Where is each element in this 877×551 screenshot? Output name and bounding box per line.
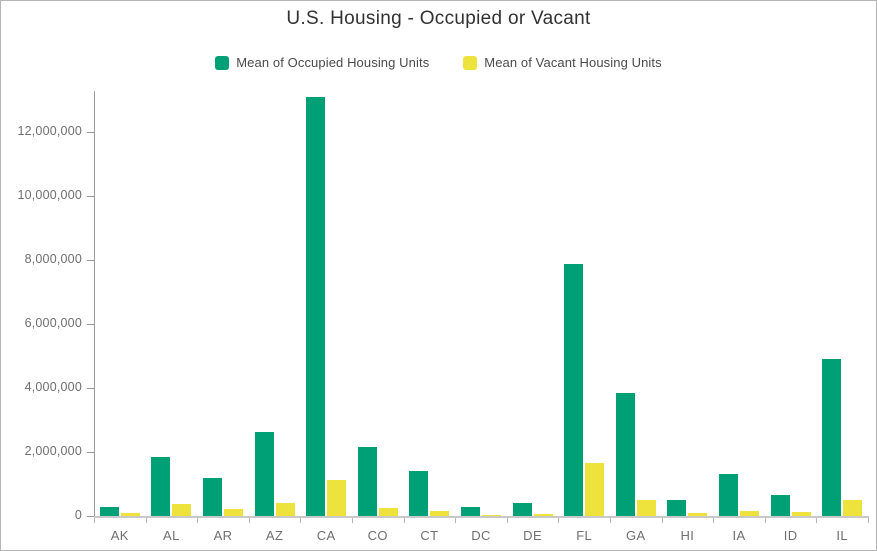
x-label-DC: DC — [471, 528, 491, 543]
y-axis-label: 6,000,000 — [24, 316, 82, 330]
x-label-CA: CA — [316, 528, 336, 543]
x-label-CT: CT — [420, 528, 439, 543]
x-label-IA: IA — [732, 528, 746, 543]
y-axis-label: 8,000,000 — [24, 252, 82, 266]
bar-vacant-CA[interactable] — [327, 479, 347, 516]
y-tick — [87, 196, 94, 197]
y-axis-line — [94, 91, 95, 518]
x-tick — [713, 518, 715, 523]
y-tick — [87, 516, 94, 517]
bar-occupied-GA[interactable] — [615, 393, 635, 516]
x-tick — [300, 518, 302, 523]
x-tick — [197, 518, 199, 523]
x-label-CO: CO — [367, 528, 388, 543]
occupied-series-swatch — [215, 55, 230, 70]
bar-vacant-DE[interactable] — [533, 514, 553, 516]
bar-vacant-AR[interactable] — [224, 509, 243, 516]
bar-occupied-CO[interactable] — [357, 446, 377, 516]
x-label-IL: IL — [836, 528, 849, 543]
x-label-DE: DE — [523, 528, 543, 543]
bar-occupied-ID[interactable] — [770, 494, 790, 516]
x-axis-line — [94, 516, 869, 518]
legend-item-vacant[interactable]: Mean of Vacant Housing Units — [463, 55, 662, 70]
legend-label-occupied: Mean of Occupied Housing Units — [236, 55, 430, 70]
x-tick — [868, 518, 869, 523]
y-axis-label: 12,000,000 — [17, 124, 82, 138]
bar-vacant-ID[interactable] — [791, 512, 811, 516]
bar-vacant-CT[interactable] — [430, 511, 450, 516]
bar-vacant-IL[interactable] — [843, 500, 863, 516]
x-tick — [94, 518, 95, 523]
x-label-AK: AK — [110, 528, 129, 543]
x-label-FL: FL — [576, 528, 593, 543]
bar-vacant-AL[interactable] — [172, 503, 192, 516]
x-tick — [248, 518, 250, 523]
bar-occupied-IA[interactable] — [719, 474, 738, 516]
chart-title: U.S. Housing - Occupied or Vacant — [286, 8, 591, 29]
x-tick — [610, 518, 611, 523]
bar-vacant-AK[interactable] — [120, 513, 140, 516]
x-tick — [506, 518, 508, 523]
y-axis-label: 0 — [74, 508, 82, 522]
y-axis-label: 10,000,000 — [17, 188, 82, 202]
bar-occupied-AL[interactable] — [151, 456, 171, 516]
bar-occupied-CA[interactable] — [306, 97, 326, 516]
bar-occupied-HI[interactable] — [667, 500, 687, 516]
bar-vacant-HI[interactable] — [688, 513, 708, 516]
x-tick — [764, 518, 766, 523]
y-tick — [87, 260, 94, 261]
bar-vacant-AZ[interactable] — [275, 502, 295, 516]
bar-occupied-DE[interactable] — [512, 503, 532, 516]
bar-occupied-FL[interactable] — [564, 263, 584, 516]
x-tick — [352, 518, 353, 523]
vacant-series-swatch — [463, 55, 478, 70]
bar-occupied-AK[interactable] — [99, 507, 119, 516]
x-label-HI: HI — [680, 528, 695, 543]
y-tick — [87, 452, 94, 453]
bar-occupied-AR[interactable] — [203, 477, 222, 516]
y-tick — [87, 132, 94, 133]
bar-occupied-AZ[interactable] — [254, 431, 274, 516]
bar-occupied-IL[interactable] — [822, 358, 842, 516]
x-tick — [661, 518, 663, 523]
y-axis-label: 4,000,000 — [24, 380, 82, 394]
x-tick — [558, 518, 560, 523]
x-label-AR: AR — [213, 528, 233, 543]
bar-occupied-DC[interactable] — [461, 506, 480, 516]
legend-item-occupied[interactable]: Mean of Occupied Housing Units — [215, 55, 429, 70]
x-tick — [816, 518, 818, 523]
x-tick — [403, 518, 405, 523]
x-label-ID: ID — [783, 528, 798, 543]
y-axis-label: 2,000,000 — [24, 444, 82, 458]
x-label-AZ: AZ — [265, 528, 284, 543]
bar-vacant-IA[interactable] — [740, 510, 759, 516]
legend: Mean of Occupied Housing Units Mean of V… — [1, 55, 876, 70]
x-tick — [145, 518, 147, 523]
bar-vacant-FL[interactable] — [585, 462, 605, 516]
x-label-GA: GA — [626, 528, 646, 543]
x-tick — [455, 518, 457, 523]
y-tick — [87, 388, 94, 389]
bar-vacant-GA[interactable] — [636, 500, 656, 516]
bar-occupied-CT[interactable] — [409, 471, 429, 516]
y-tick — [87, 324, 94, 325]
bar-vacant-CO[interactable] — [378, 508, 398, 516]
x-label-AL: AL — [163, 528, 180, 543]
legend-label-vacant: Mean of Vacant Housing Units — [484, 55, 662, 70]
bar-vacant-DC[interactable] — [482, 514, 501, 516]
